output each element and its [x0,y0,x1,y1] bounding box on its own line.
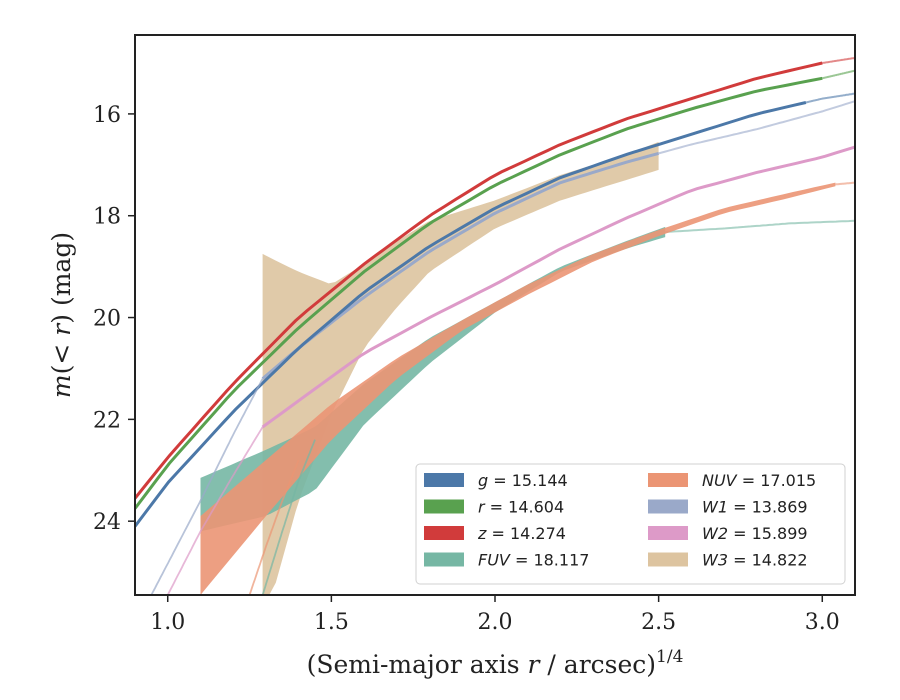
series-g-line [135,101,807,528]
series-w2-line [261,145,855,429]
x-axis-label: (Semi-major axis r / arcsec)1/4 [307,647,684,679]
y-tick-label: 20 [93,307,121,332]
y-tick-label: 24 [93,510,121,535]
legend-label-fuv: FUV = 18.117 [478,551,589,570]
x-tick-label: 3.0 [805,610,840,635]
y-tick-label: 16 [93,103,121,128]
legend-label-r: r = 14.604 [478,498,564,517]
legend-label-w3: W3 = 14.822 [702,551,808,570]
x-tick-label: 1.0 [150,610,185,635]
ticks-layer: 1.0 1.5 2.0 2.5 3.0 16 18 20 22 24 [93,103,840,635]
series-z-line [135,61,823,500]
series-z-extrapolation [822,56,855,64]
x-tick-label: 2.0 [478,610,513,635]
legend: g = 15.144 r = 14.604 z = 14.274 FUV = 18.1… [415,463,846,585]
series-w2 [261,145,855,429]
series-w1-inner [150,378,264,595]
series-w2-inner [166,426,264,595]
series-w1-extrapolation [658,100,855,155]
series-r [135,69,855,510]
legend-swatch-r [424,499,464,514]
series-nuv [200,181,855,595]
legend-swatch-w1 [648,499,688,514]
legend-swatch-g [424,473,464,487]
x-tick-label: 1.5 [314,610,349,635]
legend-swatch-w2 [648,526,688,540]
series-g [135,92,855,528]
series-fuv-inner [261,439,316,595]
legend-label-g: g = 15.144 [478,471,568,490]
legend-label-w1: W1 = 13.869 [702,498,808,517]
y-tick-label: 18 [93,205,121,230]
series-nuv-extrapolation [835,181,855,186]
series-fuv-extrapolation [665,219,855,233]
legend-box [415,463,846,585]
series-nuv-inner [248,459,300,595]
series-r-line [135,76,823,510]
series-r-extrapolation [821,69,855,80]
y-axis-label: m(< r) (mag) [47,232,76,398]
legend-label-w2: W2 = 15.899 [702,524,808,543]
legend-swatch-fuv [424,552,464,567]
legend-swatch-nuv [648,473,688,487]
legend-swatch-w3 [648,552,688,567]
legend-label-z: z = 14.274 [477,524,566,543]
y-tick-label: 22 [93,408,121,433]
legend-label-nuv: NUV = 17.015 [702,471,816,490]
series-z [135,56,855,500]
series-w1 [261,100,855,380]
x-tick-label: 2.5 [641,610,676,635]
series-g-extrapolation [805,92,855,104]
series-layer [135,56,855,595]
legend-swatch-z [424,526,464,540]
series-w1-line [261,151,659,380]
